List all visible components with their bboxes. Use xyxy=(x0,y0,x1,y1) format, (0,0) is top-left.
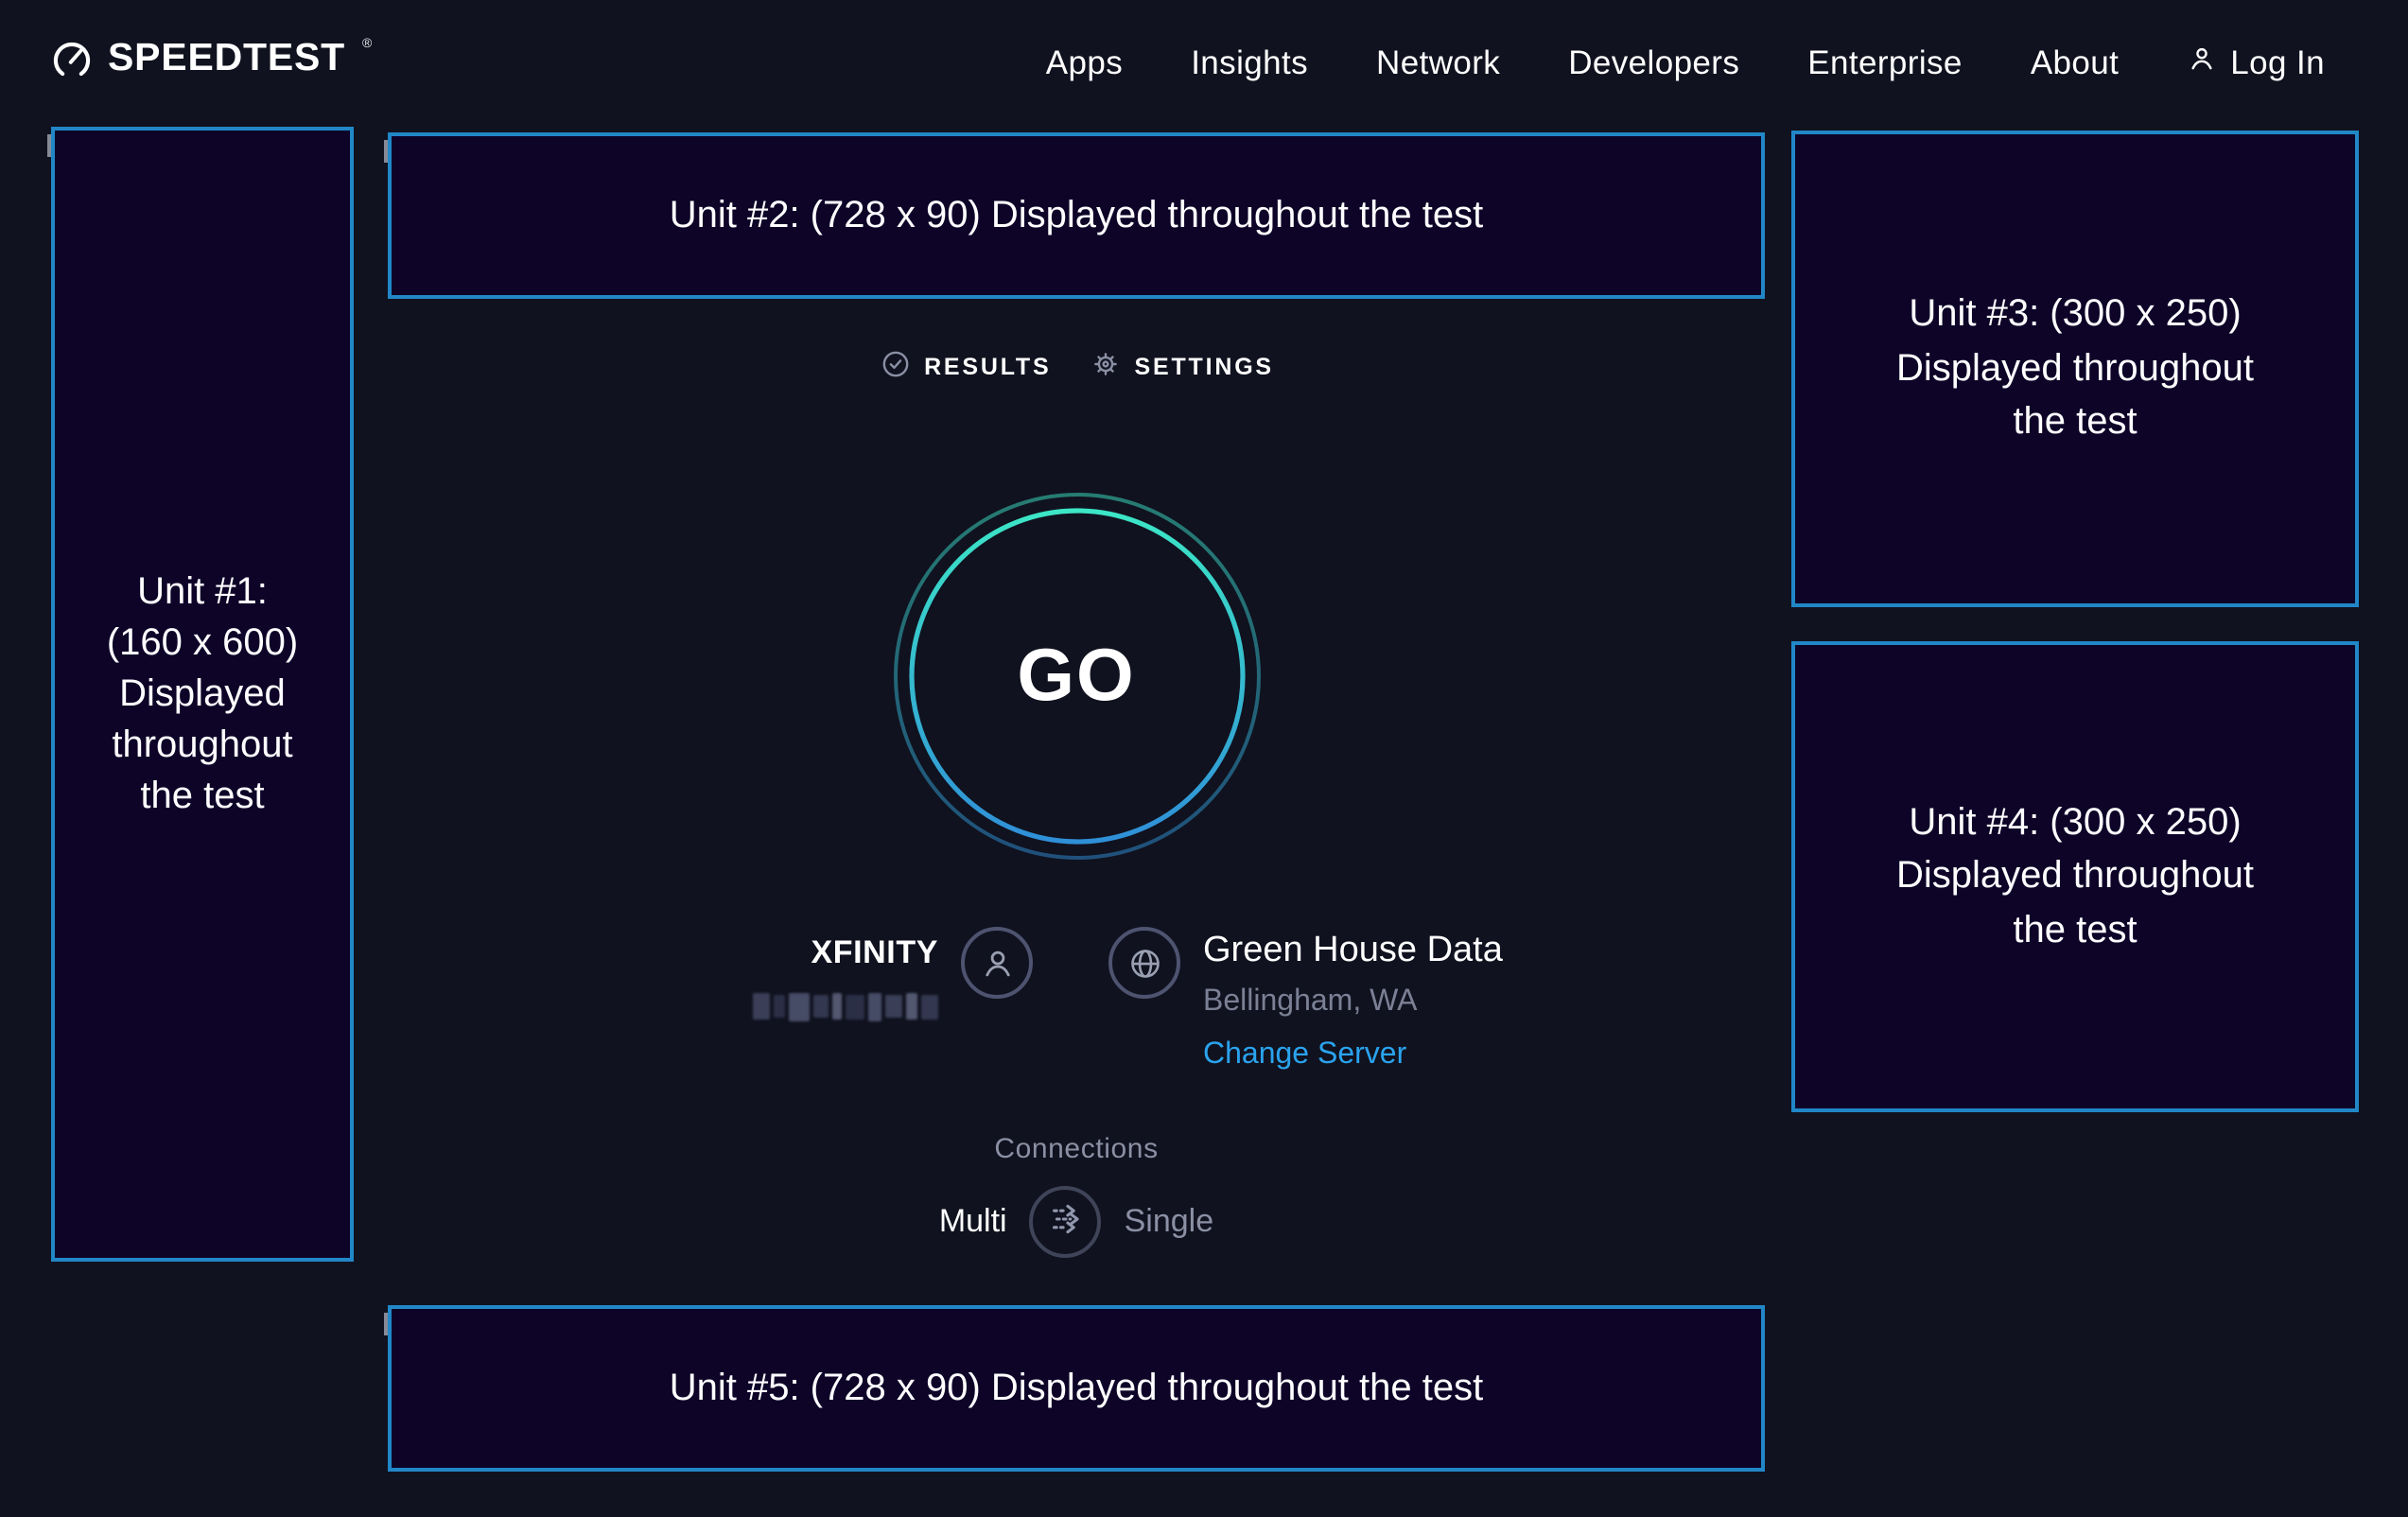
connection-mode-multi[interactable]: Multi xyxy=(938,1203,1007,1239)
go-rings xyxy=(890,490,1263,863)
nav-item-developers[interactable]: Developers xyxy=(1568,43,1740,80)
nav-item-enterprise[interactable]: Enterprise xyxy=(1807,43,1963,80)
tab-settings[interactable]: SETTINGS xyxy=(1090,348,1274,386)
connections-label: Connections xyxy=(994,1133,1159,1165)
gauge-icon xyxy=(51,35,93,90)
ad-label: Unit #5: (728 x 90) Displayed throughout… xyxy=(669,1367,1484,1408)
logo-trademark: ® xyxy=(362,37,373,50)
gear-icon xyxy=(1090,348,1122,386)
ad-label: Unit #2: (728 x 90) Displayed throughout… xyxy=(669,194,1484,235)
user-icon xyxy=(2187,43,2217,82)
go-button[interactable]: GO xyxy=(890,490,1263,863)
isp-ip-redacted xyxy=(753,991,938,1021)
tab-results[interactable]: RESULTS xyxy=(879,348,1051,386)
connection-mode-single[interactable]: Single xyxy=(1124,1203,1214,1239)
tabs-row: RESULTS SETTINGS xyxy=(388,348,1765,386)
server-globe-icon xyxy=(1108,927,1180,999)
navbar: SPEEDTEST ® Apps Insights Network Develo… xyxy=(0,0,2408,125)
ad-unit-3-rectangle: Unit #3: (300 x 250) Displayed throughou… xyxy=(1791,131,2359,607)
ad-label: Unit #4: (300 x 250) Displayed throughou… xyxy=(1895,801,2254,951)
multi-connection-arrows-icon xyxy=(1044,1197,1088,1247)
change-server-link[interactable]: Change Server xyxy=(1203,1038,1407,1071)
speedtest-logo[interactable]: SPEEDTEST ® xyxy=(51,35,373,90)
go-label: GO xyxy=(1017,635,1136,716)
results-check-icon xyxy=(879,348,911,386)
nav-item-network[interactable]: Network xyxy=(1376,43,1501,80)
connections-section: Connections Multi Sin xyxy=(388,1133,1765,1258)
nav-item-insights[interactable]: Insights xyxy=(1191,43,1309,80)
ad-unit-2-leaderboard: Unit #2: (728 x 90) Displayed throughout… xyxy=(384,132,1765,299)
ad-unit-1-skyscraper: Unit #1: (160 x 600) Displayed throughou… xyxy=(47,127,354,1262)
ad-label: Unit #1: (160 x 600) Displayed throughou… xyxy=(106,570,299,816)
login-label: Log In xyxy=(2230,43,2325,80)
ad-label: Unit #3: (300 x 250) Displayed throughou… xyxy=(1895,293,2254,444)
server-info: Green House Data Bellingham, WA Change S… xyxy=(1108,927,1503,1072)
tab-settings-label: SETTINGS xyxy=(1134,354,1274,380)
ad-unit-5-leaderboard: Unit #5: (728 x 90) Displayed throughout… xyxy=(384,1305,1765,1472)
speedtest-main: RESULTS SETTINGS xyxy=(388,0,1765,1517)
server-name: Green House Data xyxy=(1203,931,1503,970)
connection-mode-toggle[interactable] xyxy=(1029,1186,1102,1258)
isp-user-icon xyxy=(961,927,1033,999)
tab-results-label: RESULTS xyxy=(924,354,1052,380)
nav-item-about[interactable]: About xyxy=(2030,43,2120,80)
ad-unit-4-rectangle: Unit #4: (300 x 250) Displayed throughou… xyxy=(1791,641,2359,1112)
logo-text: SPEEDTEST xyxy=(108,35,345,78)
server-location: Bellingham, WA xyxy=(1203,985,1418,1018)
nav-item-login[interactable]: Log In xyxy=(2187,43,2325,82)
isp-name: XFINITY xyxy=(811,934,938,970)
nav-item-apps[interactable]: Apps xyxy=(1045,43,1124,80)
isp-info: XFINITY xyxy=(753,927,1033,1021)
nav-links: Apps Insights Network Developers Enterpr… xyxy=(1046,43,2325,82)
